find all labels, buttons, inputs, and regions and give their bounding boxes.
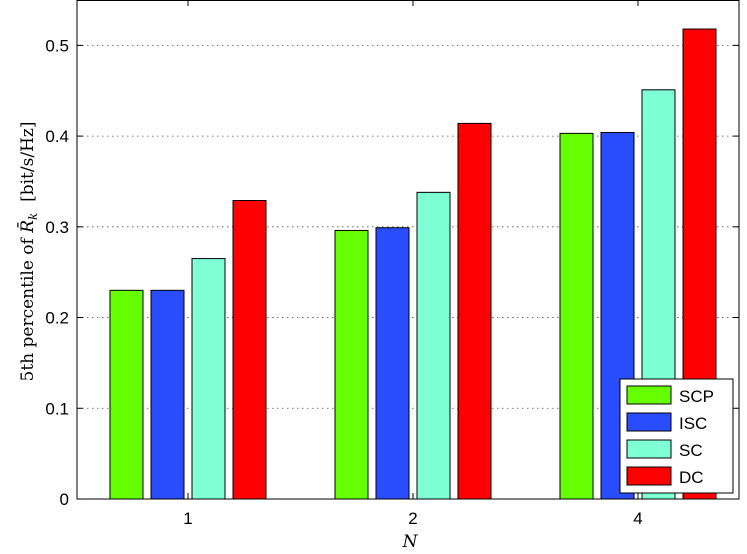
legend-label-scp: SCP: [679, 387, 714, 406]
y-tick-label: 0.4: [45, 127, 69, 146]
legend-swatch-isc: [626, 412, 672, 432]
legend-label-isc: ISC: [679, 414, 707, 433]
plot-frame: [76, 0, 740, 500]
legend-swatch-sc: [626, 439, 672, 459]
y-tick-label: 0.2: [45, 309, 69, 328]
bars-group: [109, 28, 717, 500]
y-tick-label: 0.3: [45, 218, 69, 237]
legend-swatch-dc: [626, 466, 672, 486]
y-axis-ticks: 0 0.1 0.2 0.3 0.4 0.5: [45, 36, 739, 509]
bar-isc-1: [150, 289, 185, 500]
bar-dc-1: [232, 200, 267, 500]
bar-scp-2: [334, 229, 369, 500]
legend: SCP ISC SC DC: [619, 378, 734, 494]
y-tick-label: 0: [60, 490, 69, 509]
y-tick-label: 0.5: [45, 36, 69, 55]
y-axis-label: 5th percentile of R̄k [bit/s/Hz]: [16, 122, 40, 382]
x-tick-label: 4: [633, 509, 642, 528]
bar-scp-4: [559, 132, 594, 500]
bar-sc-2: [416, 191, 451, 500]
x-axis-label: N: [402, 532, 419, 552]
legend-label-dc: DC: [679, 468, 704, 487]
bar-scp-1: [109, 289, 144, 500]
x-tick-label: 2: [408, 509, 417, 528]
bar-dc-2: [457, 122, 492, 500]
legend-swatch-scp: [626, 385, 672, 405]
x-tick-label: 1: [183, 509, 192, 528]
y-tick-label: 0.1: [45, 399, 69, 418]
legend-label-sc: SC: [679, 441, 703, 460]
bar-sc-1: [191, 258, 226, 500]
bar-isc-2: [375, 227, 410, 500]
x-axis-ticks: 1 2 4: [183, 0, 643, 528]
